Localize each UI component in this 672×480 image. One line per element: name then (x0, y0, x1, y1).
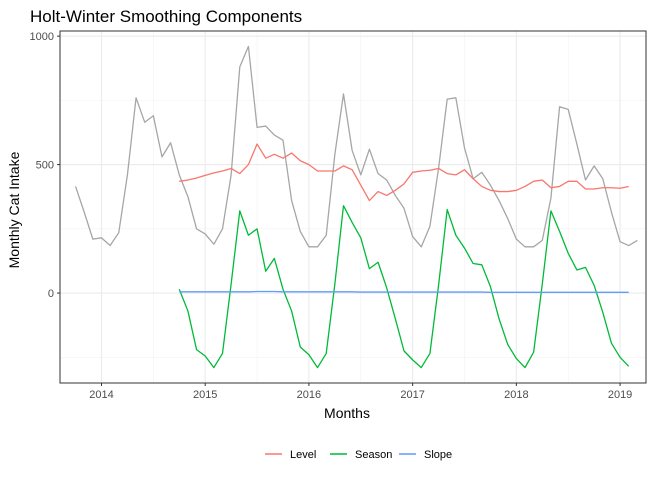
x-tick-label: 2017 (400, 389, 424, 401)
legend: Level Season Slope (265, 449, 452, 461)
series-line-season (178, 205, 630, 369)
legend-label-slope: Slope (424, 449, 452, 461)
plot-panel (60, 31, 646, 383)
x-tick-label: 2018 (504, 389, 528, 401)
y-axis-ticks: 0 500 1000 (30, 31, 60, 300)
x-tick-label: 2014 (89, 389, 113, 401)
y-tick-label: 500 (36, 160, 54, 172)
legend-label-level: Level (290, 449, 316, 461)
y-tick-label: 1000 (30, 31, 54, 43)
grid-lines (60, 31, 646, 383)
x-tick-label: 2015 (193, 389, 217, 401)
series-lines (178, 143, 630, 369)
panel-border (59, 30, 647, 384)
x-axis-title: Months (324, 405, 370, 421)
x-tick-label: 2019 (608, 389, 632, 401)
y-tick-label: 0 (48, 288, 54, 300)
y-axis-title: Monthly Cat Intake (6, 151, 22, 268)
plot-background (60, 31, 646, 383)
x-axis-ticks: 2014 2015 2016 2017 2018 2019 (89, 383, 632, 401)
x-tick-label: 2016 (297, 389, 321, 401)
legend-label-season: Season (355, 449, 392, 461)
observed-line (74, 45, 638, 248)
series-line-slope (179, 290, 629, 293)
observed-series-line (74, 45, 638, 248)
series-line-level (179, 143, 629, 202)
panel-frame (59, 30, 647, 384)
chart-title: Holt-Winter Smoothing Components (30, 7, 302, 26)
